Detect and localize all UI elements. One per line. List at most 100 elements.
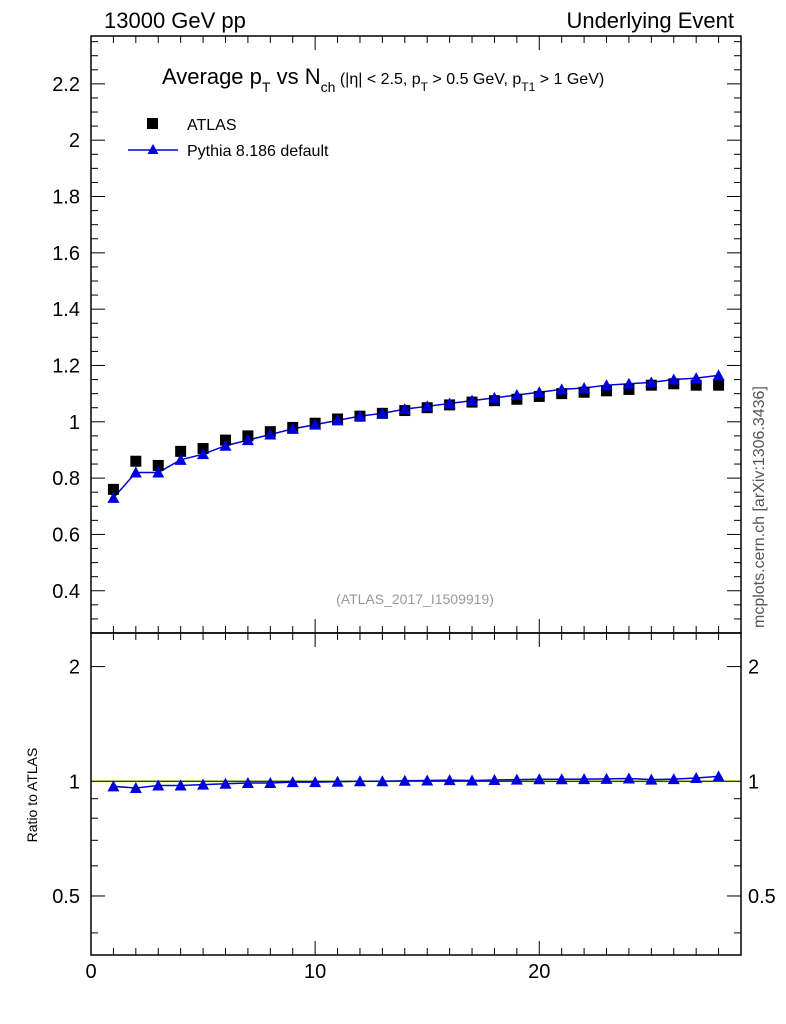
mc-point (510, 389, 523, 401)
title-sub-d: T1 (521, 80, 535, 94)
mc-point (241, 434, 254, 446)
mc-point (129, 466, 142, 478)
ratio-point (622, 772, 635, 784)
data-point (713, 379, 725, 391)
data-point (690, 379, 702, 391)
ratio-point (510, 773, 523, 785)
ratio-y-tick-label-right: 0.5 (748, 886, 776, 908)
ratio-point (421, 774, 434, 786)
mc-point (219, 439, 232, 451)
ratio-y-tick-labels: 0.5 0.5 1 1 2 2 (52, 657, 776, 908)
mc-point (533, 386, 546, 398)
ratio-point (174, 779, 187, 791)
ratio-point (376, 775, 389, 787)
ratio-point (152, 779, 165, 791)
ratio-y-tick-label-left: 1 (69, 771, 80, 793)
ratio-point (331, 775, 344, 787)
mc-point (421, 400, 434, 412)
mc-point (398, 403, 411, 415)
mc-point (353, 410, 366, 422)
ratio-panel-frame (90, 632, 742, 956)
main-y-tick-label: 1.4 (52, 299, 80, 321)
ratio-point (241, 776, 254, 788)
main-y-tick-label: 0.8 (52, 468, 80, 490)
mc-point (488, 391, 501, 403)
mc-point (331, 414, 344, 426)
header-right: Underlying Event (566, 8, 734, 33)
main-axis-ticks (90, 36, 742, 633)
data-point (107, 483, 119, 495)
ratio-axis-ticks (90, 633, 742, 955)
ratio-point (645, 773, 658, 785)
legend-data-marker (147, 118, 158, 129)
ratio-point (219, 777, 232, 789)
ratio-y-axis-label: Ratio to ATLAS (24, 748, 40, 843)
ratio-point (129, 782, 142, 794)
ratio-point (667, 773, 680, 785)
legend-mc-marker (147, 144, 159, 154)
title-part-e: > 1 GeV) (535, 71, 604, 88)
ratio-series-line (113, 775, 719, 789)
title-part-c: (|η| < 2.5, p (335, 71, 420, 88)
mc-point (466, 394, 479, 406)
data-point (601, 385, 613, 397)
mc-series-line (112, 374, 719, 499)
main-y-tick-label: 2 (69, 130, 80, 152)
data-point (130, 455, 142, 467)
main-y-tick-label: 1.6 (52, 243, 80, 265)
title-sub-b: ch (321, 79, 336, 95)
ratio-point (264, 776, 277, 788)
ratio-point (690, 772, 703, 784)
main-y-tick-labels: 0.4 0.6 0.8 1 1.2 1.4 1.6 1.8 2 2.2 (52, 74, 80, 603)
mc-point (555, 383, 568, 395)
ratio-point (712, 770, 725, 782)
main-series (107, 369, 725, 503)
main-y-tick-label: 1 (69, 412, 80, 434)
mc-point (174, 453, 187, 465)
ratio-point (600, 772, 613, 784)
ratio-point (533, 773, 546, 785)
ratio-point (488, 773, 501, 785)
ratio-point (286, 776, 299, 788)
ratio-point (353, 775, 366, 787)
ratio-y-tick-label-left: 0.5 (52, 886, 80, 908)
ratio-series (107, 770, 725, 794)
main-y-tick-label: 0.4 (52, 581, 80, 603)
mc-point (667, 373, 680, 385)
mc-point (107, 491, 120, 503)
mc-point (600, 379, 613, 391)
legend-mc-label: Pythia 8.186 default (187, 143, 329, 160)
mc-point (197, 448, 210, 460)
ratio-point (398, 774, 411, 786)
side-label: mcplots.cern.ch [arXiv:1306.3436] (751, 386, 768, 628)
data-point (175, 445, 187, 457)
title-part-a: Average p (162, 64, 262, 89)
data-point (623, 383, 635, 395)
x-tick-labels: 0 10 20 (85, 961, 550, 983)
analysis-label: (ATLAS_2017_I1509919) (336, 591, 494, 607)
mc-point (622, 377, 635, 389)
mc-point (578, 382, 591, 394)
ratio-point (309, 776, 322, 788)
mc-point (712, 369, 725, 381)
mc-point (152, 466, 165, 478)
main-y-tick-label: 2.2 (52, 74, 80, 96)
mc-point (645, 376, 658, 388)
mc-point (264, 428, 277, 440)
ratio-point (197, 778, 210, 790)
mc-point (443, 397, 456, 409)
main-y-tick-label: 1.8 (52, 187, 80, 209)
ratio-point (578, 773, 591, 785)
title-part-b: vs N (270, 64, 320, 89)
title-sub-a: T (262, 79, 271, 95)
main-y-tick-label: 1.2 (52, 355, 80, 377)
title-part-d: > 0.5 GeV, p (428, 71, 521, 88)
ratio-y-tick-label-right: 2 (748, 657, 759, 679)
data-point (152, 459, 164, 471)
title-sub-c: T (421, 80, 429, 94)
ratio-point (107, 780, 120, 792)
x-tick-label: 0 (85, 961, 96, 983)
ratio-point (443, 774, 456, 786)
x-tick-label: 10 (304, 961, 326, 983)
